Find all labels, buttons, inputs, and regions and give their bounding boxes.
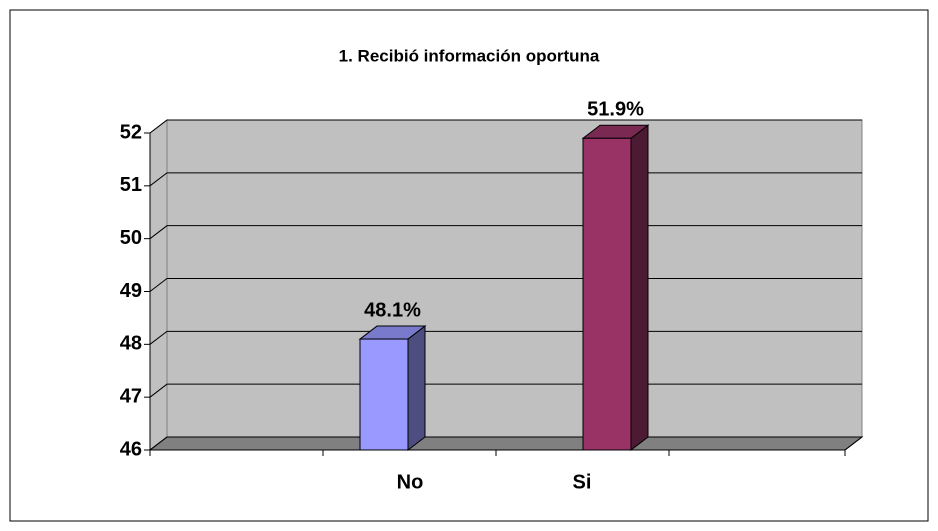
floor: [148, 436, 864, 451]
y-tick-label: 48: [120, 333, 142, 355]
x-tick-label: No: [397, 471, 424, 493]
grid-line: [149, 119, 862, 134]
x-axis-depth: [844, 436, 863, 451]
y-tick-label: 52: [120, 121, 142, 143]
y-tick-label: 50: [120, 227, 142, 249]
y-tick-label: 46: [120, 438, 142, 460]
bar: [582, 137, 632, 451]
y-tick-label: 51: [120, 174, 142, 196]
value-label: 48.1%: [364, 299, 421, 321]
bar: [359, 338, 409, 451]
chart-title: 1. Recibió información oportuna: [339, 46, 600, 65]
value-label: 51.9%: [587, 99, 644, 121]
x-tick-label: Si: [573, 471, 592, 493]
bar-side: [407, 325, 426, 452]
bar-side: [630, 124, 649, 452]
y-tick-label: 47: [120, 385, 142, 407]
y-tick-label: 49: [120, 280, 142, 302]
